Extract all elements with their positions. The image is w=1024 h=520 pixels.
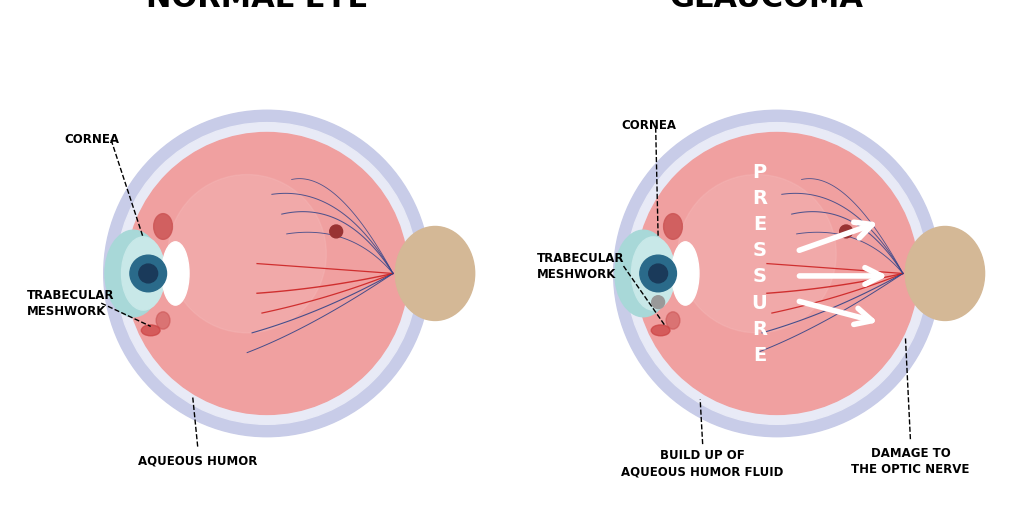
Circle shape (651, 296, 665, 308)
Ellipse shape (672, 242, 699, 305)
Text: DAMAGE TO
THE OPTIC NERVE: DAMAGE TO THE OPTIC NERVE (851, 447, 970, 476)
Text: R: R (752, 189, 767, 208)
Ellipse shape (162, 242, 189, 305)
Circle shape (126, 133, 408, 414)
Title: GLAUCOMA: GLAUCOMA (670, 0, 864, 14)
Ellipse shape (104, 230, 162, 317)
Text: P: P (753, 163, 767, 181)
Circle shape (649, 264, 668, 283)
Circle shape (636, 133, 918, 414)
Circle shape (103, 110, 430, 437)
Title: NORMAL EYE: NORMAL EYE (145, 0, 369, 14)
Ellipse shape (666, 312, 680, 329)
Circle shape (168, 175, 327, 333)
Ellipse shape (122, 237, 165, 310)
Text: CORNEA: CORNEA (65, 134, 119, 147)
Circle shape (613, 110, 940, 437)
Ellipse shape (395, 237, 445, 310)
Text: AQUEOUS HUMOR: AQUEOUS HUMOR (138, 455, 257, 468)
Text: E: E (753, 346, 766, 365)
Circle shape (840, 225, 853, 238)
Circle shape (626, 123, 928, 424)
Ellipse shape (905, 237, 955, 310)
Circle shape (139, 264, 158, 283)
Text: R: R (752, 320, 767, 339)
Text: S: S (753, 241, 767, 260)
Circle shape (116, 123, 418, 424)
Circle shape (330, 225, 343, 238)
Text: U: U (752, 294, 767, 313)
Ellipse shape (905, 227, 985, 320)
Text: S: S (753, 267, 767, 287)
Text: CORNEA: CORNEA (621, 119, 676, 132)
Circle shape (640, 255, 677, 292)
Text: E: E (753, 215, 766, 234)
Text: TRABECULAR
MESHWORK: TRABECULAR MESHWORK (27, 289, 115, 318)
Text: BUILD UP OF
AQUEOUS HUMOR FLUID: BUILD UP OF AQUEOUS HUMOR FLUID (622, 449, 783, 478)
Text: TRABECULAR
MESHWORK: TRABECULAR MESHWORK (537, 252, 625, 281)
Circle shape (130, 255, 167, 292)
Ellipse shape (156, 312, 170, 329)
Ellipse shape (664, 214, 682, 239)
Ellipse shape (651, 325, 670, 336)
Ellipse shape (614, 230, 672, 317)
Circle shape (678, 175, 837, 333)
Ellipse shape (141, 325, 160, 336)
Ellipse shape (395, 227, 475, 320)
Ellipse shape (632, 237, 675, 310)
Ellipse shape (154, 214, 172, 239)
